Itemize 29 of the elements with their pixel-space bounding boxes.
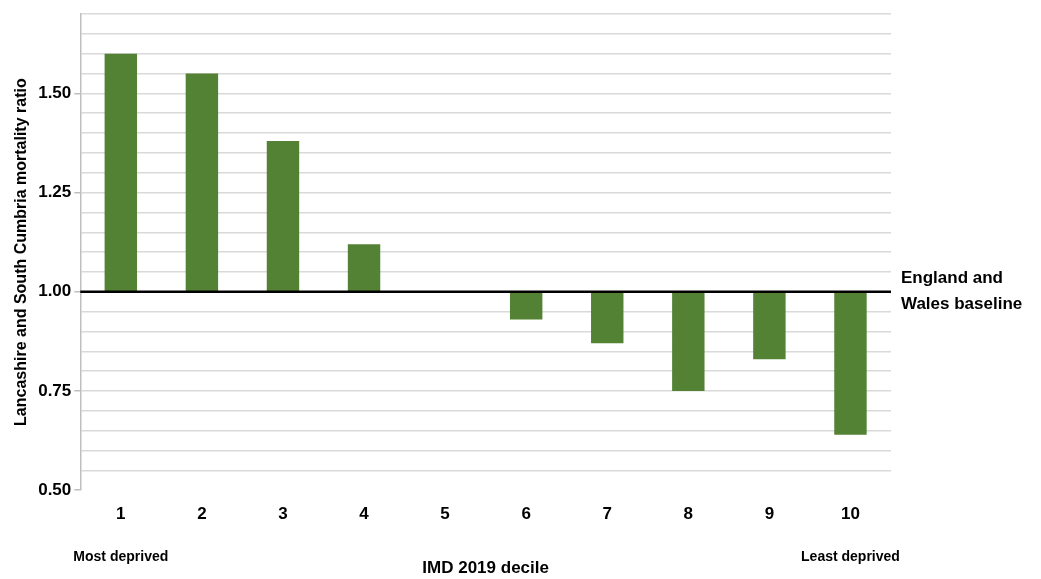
bar [266,140,300,292]
x-tick-label: 6 [521,504,531,524]
y-tick-label: 0.50 [38,479,72,499]
bar [834,291,867,435]
bar [591,291,624,344]
bar [185,73,219,292]
bar [672,291,705,391]
bar [753,291,786,360]
x-tick-label: 9 [764,504,775,524]
ref-line-label: England and Wales baseline [901,268,1023,314]
text: Most deprived [73,547,169,564]
x-tick-label: 4 [359,504,370,524]
x-tick-label: 3 [278,504,288,524]
y-tick-label: 0.75 [38,380,72,400]
x-tick-label: 2 [197,504,207,524]
bar [347,244,381,292]
text: Least deprived [801,547,900,564]
y-tick-label: 1.50 [38,83,72,103]
x-tick-label: 7 [602,504,612,524]
x-axis-title: IMD 2019 decile [422,558,549,578]
x-tick-label: 8 [683,504,694,524]
x-tick-label: 10 [841,504,860,524]
bar [509,291,543,320]
bar [104,53,138,292]
x-tick-label: 5 [440,504,450,524]
y-tick-label: 1.25 [38,182,72,202]
y-axis-title: Lancashire and South Cumbria mortality ratio [12,78,30,426]
x-tick-label: 1 [116,504,126,524]
y-tick-label: 1.00 [38,281,72,301]
